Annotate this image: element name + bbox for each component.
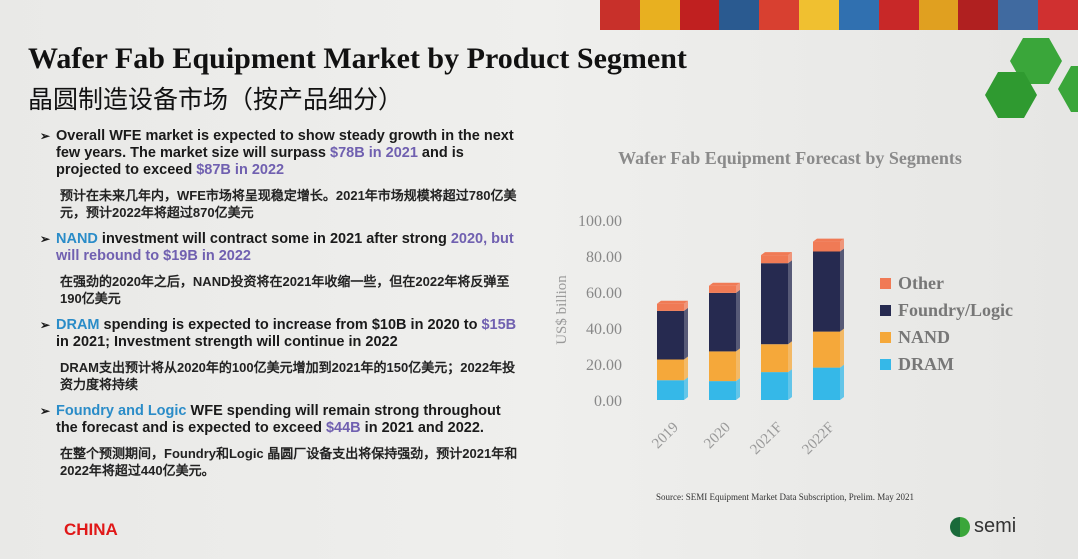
bar-side	[684, 300, 688, 311]
bullet-text: $87B in 2022	[196, 162, 285, 178]
bar-side	[736, 289, 740, 352]
bar-segment-foundry-logic	[813, 251, 840, 332]
bar-side	[788, 369, 792, 400]
y-tick-label: 80.00	[586, 249, 622, 266]
y-tick-label: 0.00	[594, 393, 622, 410]
bullet-text: and is projected to exceed	[56, 145, 464, 178]
bar-side	[736, 348, 740, 382]
slide-subtitle: 晶圆制造设备市场（按产品细分）	[28, 85, 404, 114]
x-tick-label: 2021F	[747, 420, 785, 458]
bar-side	[840, 364, 844, 400]
bar-side	[840, 248, 844, 332]
bullet-item: ➢ DRAM spending is expected to increase f…	[40, 317, 520, 351]
arrow-bullet-icon: ➢	[40, 232, 51, 246]
legend-swatch	[880, 332, 891, 343]
chart-title: Wafer Fab Equipment Forecast by Segments	[618, 148, 962, 168]
bullet-text: DRAM	[56, 317, 100, 333]
bar-side	[840, 328, 844, 368]
bar-side	[788, 252, 792, 264]
legend-label: Other	[898, 273, 944, 293]
hexagon-decoration	[1058, 66, 1078, 112]
y-axis-label: US$ billion	[554, 275, 570, 345]
y-tick-label: 40.00	[586, 321, 622, 338]
legend-label: DRAM	[898, 354, 954, 374]
bullet-text: 2020, but will rebound to $19B in 2022	[56, 231, 514, 264]
bar-segment-nand	[709, 351, 736, 382]
y-tick-label: 60.00	[586, 285, 622, 302]
bullet-chinese-text: 在强劲的2020年之后，NAND投资将在2021年收缩一些，但在2022年将反弹…	[60, 274, 510, 306]
bar-side	[684, 356, 688, 381]
arrow-bullet-icon: ➢	[40, 318, 51, 332]
y-tick-label: 20.00	[586, 357, 622, 374]
bar-segment-foundry-logic	[657, 310, 684, 360]
bullet-text: in 2021 and 2022.	[360, 420, 484, 436]
stacked-bar-chart: 0.00 20.00 40.00 60.00 80.00 100.00 US$ billio…	[554, 213, 1013, 458]
bullet-text: spending is expected to increase from $1…	[99, 317, 482, 333]
x-tick-label: 2022F	[799, 420, 837, 458]
bullet-chinese-text: 在整个预测期间，Foundry和Logic 晶圆厂设备支出将保持强劲，预计202…	[60, 446, 518, 478]
y-tick-label: 100.00	[578, 213, 622, 230]
x-tick-label: 2020	[701, 420, 734, 453]
bullet-text: WFE spending will remain strong througho…	[56, 403, 501, 436]
bar-segment-other	[761, 255, 788, 264]
legend-swatch	[880, 278, 891, 289]
bar-top	[709, 282, 740, 286]
china-label: CHINA	[64, 520, 118, 539]
bar-segment-foundry-logic	[709, 292, 736, 352]
semi-logo: semi	[950, 515, 1016, 538]
bullet-text: $15B	[481, 317, 517, 333]
semi-wordmark: semi	[974, 515, 1017, 537]
bar-top	[761, 252, 792, 256]
bar-side	[788, 341, 792, 373]
bullet-text: investment will contract some in 2021 af…	[97, 231, 451, 247]
bullet-item: ➢ Foundry and Logic WFE spending will rem…	[40, 403, 520, 437]
semi-logo-icon	[950, 516, 970, 537]
bar-side	[684, 377, 688, 400]
bullet-text: $78B in 2021	[330, 145, 418, 161]
bar-top	[657, 300, 688, 304]
bullet-text: NAND	[56, 231, 98, 247]
bar-segment-nand	[657, 359, 684, 381]
bar-top	[813, 238, 844, 242]
bar-segment-nand	[813, 331, 840, 368]
bullet-text: $44B	[325, 420, 361, 436]
bar-segment-dram	[709, 381, 736, 400]
bar-side	[736, 282, 740, 293]
decorative-photo-strip	[600, 0, 1078, 30]
bar-side	[684, 307, 688, 360]
bar-segment-other	[657, 303, 684, 311]
source-note: Source: SEMI Equipment Market Data Subsc…	[656, 492, 914, 502]
slide-title: Wafer Fab Equipment Market by Product Se…	[28, 42, 687, 75]
bullet-text: in 2021; Investment strength will contin…	[56, 334, 398, 350]
bar-side	[840, 238, 844, 252]
bullet-item: ➢ Overall WFE market is expected to show …	[40, 128, 520, 179]
bullet-text: Foundry and Logic	[56, 403, 187, 419]
bar-segment-other	[813, 241, 840, 252]
legend-label: NAND	[898, 327, 950, 347]
bar-side	[736, 378, 740, 400]
legend-label: Foundry/Logic	[898, 300, 1013, 320]
legend-swatch	[880, 359, 891, 370]
bullet-item: ➢ NAND investment will contract some in 2…	[40, 231, 520, 265]
bar-segment-dram	[657, 380, 684, 400]
bullet-list: ➢ Overall WFE market is expected to show …	[40, 128, 520, 489]
bullet-chinese-text: 预计在未来几年内，WFE市场将呈现稳定增长。2021年市场规模将超过780亿美元…	[60, 188, 517, 220]
arrow-bullet-icon: ➢	[40, 404, 51, 418]
bullet-chinese-text: DRAM支出预计将从2020年的100亿美元增加到2021年的150亿美元；20…	[60, 360, 516, 392]
bar-side	[788, 260, 792, 345]
bar-segment-nand	[761, 344, 788, 373]
bar-segment-dram	[761, 372, 788, 400]
bar-segment-other	[709, 285, 736, 293]
bullet-text: Overall WFE market is expected to show s…	[56, 128, 514, 161]
bar-segment-foundry-logic	[761, 263, 788, 345]
x-tick-label: 2019	[649, 420, 682, 453]
bar-segment-dram	[813, 367, 840, 400]
legend-swatch	[880, 305, 891, 316]
arrow-bullet-icon: ➢	[40, 129, 51, 143]
